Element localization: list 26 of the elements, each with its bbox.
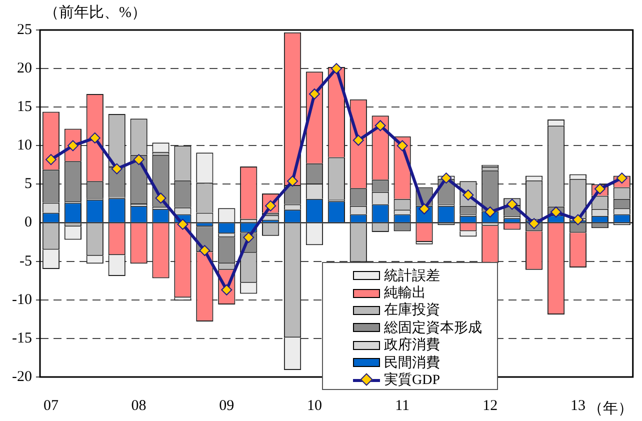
y-tick-label: -10 [12,292,32,308]
x-tick-label: 09 [219,398,234,414]
y-tick-label: -15 [12,330,32,346]
legend-label: 純輸出 [384,284,426,302]
y-tick-label: 10 [17,138,32,154]
y-tick-label: 0 [24,214,32,231]
y-tick-label: 5 [24,176,32,192]
y-tick-label: 20 [17,60,32,76]
y-tick-label: -5 [20,253,32,270]
legend-label: 総固定資本形成 [384,319,482,337]
x-axis-title: （年） [588,400,633,418]
x-tick-label: 13 [570,398,586,414]
x-tick-label: 08 [131,398,146,414]
y-axis-title: （前年比、%） [44,4,146,22]
legend-label: 民間消費 [384,354,440,372]
x-tick-label: 11 [395,398,410,414]
legend-label: 在庫投資 [384,301,440,320]
x-tick-label: 10 [306,398,322,414]
legend-label: 統計誤差 [384,267,440,285]
legend-label: 政府消費 [384,336,440,354]
x-tick-label: 07 [43,398,59,414]
legend-label: 実質GDP [384,371,440,390]
y-tick-label: 15 [17,99,32,116]
x-tick-label: 12 [482,398,498,414]
y-tick-label: 25 [17,22,32,38]
y-tick-label: -20 [12,368,32,385]
